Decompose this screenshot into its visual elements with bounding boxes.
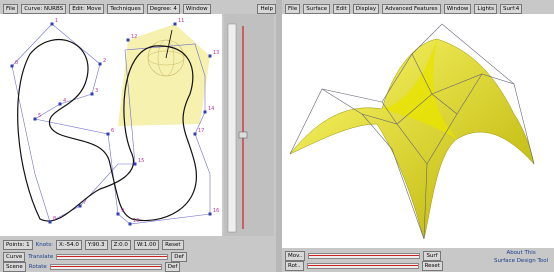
points-button[interactable]: Points: 1 — [3, 240, 33, 250]
control-row: Rot.. Reset — [285, 261, 443, 271]
point-label: 0 — [15, 60, 18, 66]
mode-button[interactable]: Rot.. — [285, 261, 304, 271]
mode-button[interactable]: Scene — [3, 262, 26, 272]
point-label: 9 — [121, 208, 124, 214]
menu-item[interactable]: Edit: Move — [69, 4, 104, 14]
control-point[interactable] — [11, 65, 14, 68]
menu-item[interactable]: Surface — [303, 4, 330, 14]
point-label: 16 — [213, 208, 219, 214]
menu-item[interactable]: File — [285, 4, 300, 14]
control-point[interactable] — [204, 111, 207, 114]
control-point[interactable] — [174, 23, 177, 26]
control-point[interactable] — [34, 118, 37, 121]
control-point[interactable] — [51, 23, 54, 26]
surface-canvas — [282, 14, 554, 248]
about-text: Surface Design Tool — [494, 258, 548, 264]
control-point[interactable] — [209, 55, 212, 58]
default-button[interactable]: Def — [171, 252, 187, 262]
action-label: Translate — [28, 254, 53, 260]
menu-item[interactable]: Help — [257, 4, 276, 14]
point-label: 4 — [63, 98, 66, 104]
action-button[interactable]: Surf — [423, 251, 440, 261]
control-point[interactable] — [209, 213, 212, 216]
menu-item[interactable]: Edit — [333, 4, 350, 14]
point-label: 1 — [55, 18, 58, 24]
control-point[interactable] — [134, 163, 137, 166]
action-label: Rotate — [29, 264, 47, 270]
about-text[interactable]: About This — [506, 250, 535, 256]
menu-item[interactable]: Window — [444, 4, 472, 14]
coord-button[interactable]: Z:0.0 — [111, 240, 131, 250]
point-label: 13 — [213, 50, 219, 56]
point-label: 2 — [103, 58, 106, 64]
menu-item[interactable]: Curve: NURBS — [21, 4, 66, 14]
slider[interactable] — [307, 263, 419, 269]
menu-item[interactable]: Lights — [474, 4, 497, 14]
menu-item[interactable]: Degree: 4 — [147, 4, 180, 14]
point-label: 8 — [53, 216, 56, 222]
coord-button[interactable]: X:-54.0 — [56, 240, 82, 250]
menu-item[interactable]: Techniques — [107, 4, 144, 14]
default-button[interactable]: Def — [165, 262, 181, 272]
scale-ruler — [222, 14, 276, 236]
menu-item[interactable]: Advanced Features — [382, 4, 441, 14]
point-label: 6 — [111, 128, 114, 134]
knots-label: Knots: — [36, 242, 53, 248]
control-point[interactable] — [59, 103, 62, 106]
point-label: 11 — [178, 18, 184, 24]
control-point[interactable] — [127, 39, 130, 42]
control-point[interactable] — [79, 205, 82, 208]
slider[interactable] — [308, 253, 420, 259]
control-point[interactable] — [117, 213, 120, 216]
point-label: 3 — [95, 88, 98, 94]
reset-button[interactable]: Reset — [162, 240, 183, 250]
menu-item[interactable]: Window — [183, 4, 211, 14]
coord-button[interactable]: Y:90.3 — [85, 240, 108, 250]
point-label: 15 — [138, 158, 144, 164]
slider[interactable] — [56, 254, 168, 260]
menu-item[interactable]: File — [3, 4, 18, 14]
mode-button[interactable]: Curve — [3, 252, 25, 262]
mode-button[interactable]: Mov.. — [285, 251, 305, 261]
control-point[interactable] — [129, 223, 132, 226]
control-point[interactable] — [49, 221, 52, 224]
control-row: Mov.. Surf — [285, 251, 441, 261]
point-label: 10 — [133, 218, 139, 224]
point-label: 7 — [83, 200, 86, 206]
control-point[interactable] — [194, 133, 197, 136]
slider[interactable] — [50, 264, 162, 270]
screen: FileCurve: NURBSEdit: MoveTechniquesDegr… — [0, 0, 554, 272]
menu-item[interactable]: Surf:4 — [500, 4, 522, 14]
coord-button[interactable]: W:1.00 — [134, 240, 159, 250]
menu-item[interactable]: Display — [353, 4, 379, 14]
about: About This Surface Design Tool — [494, 250, 548, 264]
action-button[interactable]: Reset — [422, 261, 443, 271]
control-point[interactable] — [107, 133, 110, 136]
control-point[interactable] — [91, 93, 94, 96]
point-label: 5 — [38, 113, 41, 119]
control-point[interactable] — [99, 63, 102, 66]
point-label: 12 — [131, 34, 137, 40]
point-label: 17 — [198, 128, 204, 134]
point-label: 14 — [208, 106, 214, 112]
